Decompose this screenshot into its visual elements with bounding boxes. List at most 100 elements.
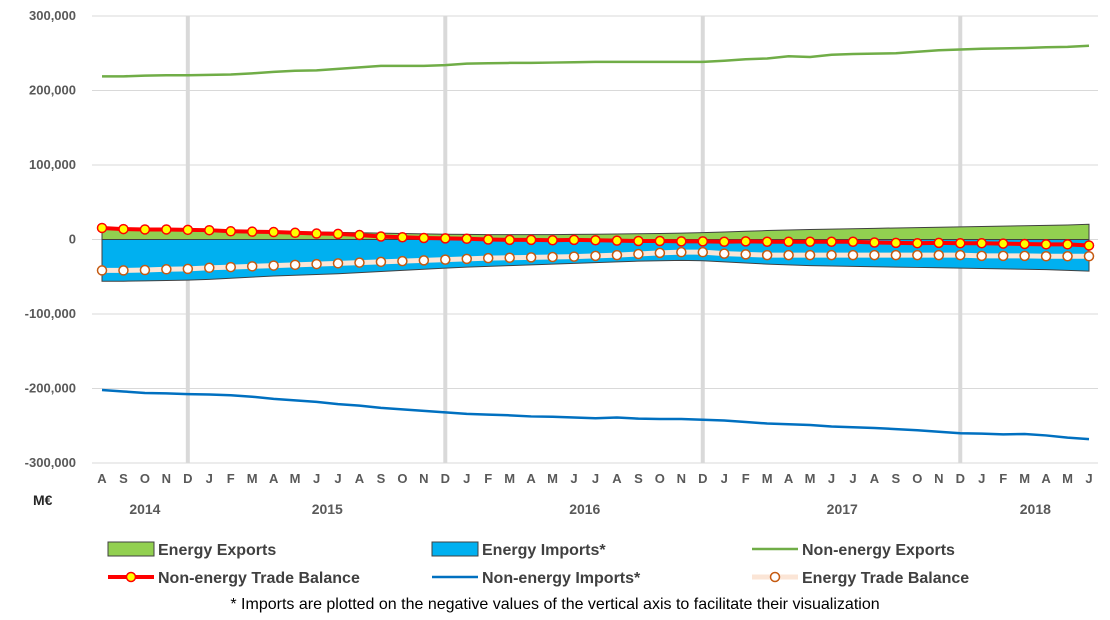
legend-marker xyxy=(125,571,137,583)
x-tick-label: J xyxy=(592,471,599,486)
energy-trade-balance-point xyxy=(890,249,902,261)
energy-trade-balance-point xyxy=(418,255,430,266)
x-tick-label: M xyxy=(547,471,558,486)
x-tick-label: A xyxy=(269,471,279,486)
energy-trade-balance-point xyxy=(912,249,923,261)
non-energy-trade-balance-point xyxy=(718,236,730,247)
year-label: 2017 xyxy=(827,501,858,517)
non-energy-trade-balance-point xyxy=(633,235,644,247)
non-energy-trade-balance-point xyxy=(504,234,515,246)
non-energy-trade-balance-point xyxy=(440,233,451,244)
non-energy-trade-balance-point xyxy=(375,231,387,242)
x-tick-label: J xyxy=(1085,471,1092,486)
x-tick-label: J xyxy=(313,471,320,486)
legend-item-non-energy-trade-balance: Non-energy Trade Balance xyxy=(108,570,360,587)
energy-trade-balance-point xyxy=(804,249,816,261)
x-tick-label: M xyxy=(1062,471,1073,486)
energy-trade-balance-point xyxy=(139,264,151,276)
energy-trade-balance-point xyxy=(525,252,537,263)
x-tick-label: S xyxy=(634,471,643,486)
energy-trade-balance-point xyxy=(1062,251,1073,262)
energy-trade-balance-point xyxy=(547,251,558,263)
x-tick-label: J xyxy=(334,471,341,486)
energy-trade-balance-point xyxy=(246,261,258,272)
energy-trade-balance-point xyxy=(461,253,473,265)
x-tick-label: F xyxy=(999,471,1007,486)
y-tick-label: -200,000 xyxy=(25,381,76,396)
energy-trade-balance-point xyxy=(761,249,773,261)
x-tick-label: M xyxy=(762,471,773,486)
non-energy-trade-balance-point xyxy=(933,237,945,249)
x-tick-label: J xyxy=(463,471,470,486)
non-energy-trade-balance-point xyxy=(161,224,172,235)
energy-trade-balance-point xyxy=(96,265,108,276)
non-energy-trade-balance-point xyxy=(611,235,623,246)
non-energy-trade-balance-point xyxy=(525,234,537,246)
energy-trade-balance-point xyxy=(740,249,751,260)
legend-item-energy-imports: Energy Imports* xyxy=(431,541,606,559)
non-energy-trade-balance-point xyxy=(740,236,751,247)
y-tick-label: 100,000 xyxy=(29,157,76,172)
x-tick-label: M xyxy=(247,471,258,486)
energy-trade-balance-point xyxy=(976,250,987,262)
non-energy-trade-balance-point xyxy=(461,233,473,245)
marker-layer xyxy=(96,222,1095,276)
non-energy-trade-balance-point xyxy=(1019,238,1030,250)
non-energy-trade-balance-point xyxy=(204,224,215,236)
x-tick-label: D xyxy=(956,471,965,486)
x-tick-label: A xyxy=(526,471,536,486)
x-tick-label: O xyxy=(912,471,922,486)
energy-trade-balance-point xyxy=(718,248,730,259)
non-energy-trade-balance-point xyxy=(268,226,279,238)
energy-trade-balance-point xyxy=(697,246,709,258)
legend-item-non-energy-exports: Non-energy Exports xyxy=(752,542,955,559)
non-energy-trade-balance-point xyxy=(118,223,129,235)
energy-trade-balance-point xyxy=(590,250,601,262)
year-label: 2015 xyxy=(312,501,343,517)
x-tick-label: J xyxy=(721,471,728,486)
legend-item-energy-exports: Energy Exports xyxy=(107,541,276,559)
non-energy-trade-balance-point xyxy=(311,228,322,239)
x-tick-label: J xyxy=(206,471,213,486)
y-tick-label: -100,000 xyxy=(25,306,76,321)
x-tick-label: J xyxy=(570,471,577,486)
non-energy-trade-balance-point xyxy=(869,237,880,248)
x-axis-year-labels: 2014 2015 2016 2017 2018 xyxy=(129,501,1051,517)
energy-trade-balance-point xyxy=(869,249,880,261)
x-tick-label: N xyxy=(934,471,943,486)
non-energy-trade-balance-point xyxy=(182,224,194,236)
non-energy-trade-balance-point xyxy=(976,237,987,249)
x-tick-label: O xyxy=(397,471,407,486)
non-energy-trade-balance-point xyxy=(804,236,816,247)
non-energy-trade-balance-point xyxy=(289,227,301,239)
legend-swatch xyxy=(431,541,479,557)
x-tick-label: A xyxy=(784,471,794,486)
footnote: * Imports are plotted on the negative va… xyxy=(230,596,879,613)
x-tick-label: A xyxy=(870,471,880,486)
non-energy-trade-balance-point xyxy=(654,235,666,247)
unit-label: M€ xyxy=(33,492,53,508)
energy-trade-balance-point xyxy=(311,258,322,270)
non-energy-trade-balance-point xyxy=(826,236,837,247)
x-tick-label: A xyxy=(612,471,622,486)
x-tick-label: S xyxy=(892,471,901,486)
year-label: 2018 xyxy=(1020,501,1051,517)
non-energy-trade-balance-point xyxy=(96,222,108,234)
legend-item-non-energy-imports: Non-energy Imports* xyxy=(432,570,641,587)
non-energy-trade-balance-point xyxy=(590,234,601,246)
non-energy-exports-line xyxy=(102,44,1090,78)
energy-trade-balance-point xyxy=(332,258,344,269)
legend-item-energy-trade-balance: Energy Trade Balance xyxy=(752,570,969,587)
energy-trade-balance-point xyxy=(826,249,837,261)
energy-trade-balance-point xyxy=(354,257,365,268)
x-tick-label: S xyxy=(119,471,128,486)
year-label: 2014 xyxy=(129,501,160,517)
non-energy-trade-balance-point xyxy=(1040,239,1052,250)
y-axis-ticks: 300,000 200,000 100,000 0 -100,000 -200,000 -3… xyxy=(25,8,76,470)
x-tick-label: D xyxy=(698,471,707,486)
non-energy-trade-balance-point xyxy=(847,236,859,247)
non-energy-trade-balance-point xyxy=(139,224,151,235)
energy-trade-balance-point xyxy=(482,252,494,264)
